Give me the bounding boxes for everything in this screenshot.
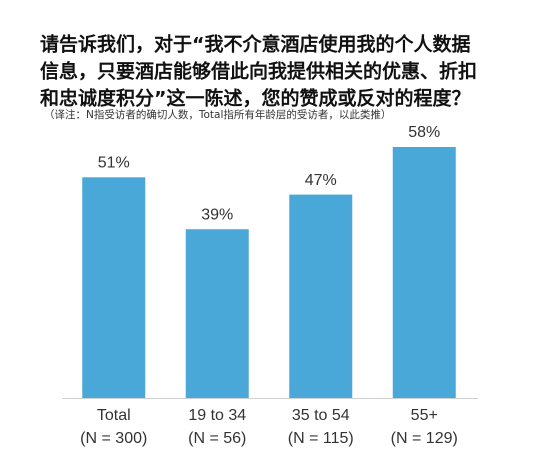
chart-title: 信息，只要酒店能够借此向我提供相关的优惠、折扣	[40, 60, 477, 83]
bar	[392, 147, 456, 398]
x-tick-note: (N = 300)	[80, 430, 147, 447]
x-tick-label: 35 to 54	[292, 407, 350, 424]
bar	[82, 177, 146, 398]
chart-subtitle: （译注：N指受访者的确切人数，Total指所有年龄层的受访者，以此类推）	[44, 108, 391, 121]
x-tick-label: 55+	[411, 407, 438, 424]
value-label: 58%	[408, 124, 440, 141]
chart-title: 和忠诚度积分”这一陈述，您的赞成或反对的程度？	[40, 87, 471, 110]
x-tick-note: (N = 56)	[188, 430, 246, 447]
x-tick-label: 19 to 34	[188, 407, 246, 424]
bar	[289, 194, 353, 398]
value-label: 51%	[98, 155, 130, 172]
value-label: 47%	[305, 172, 337, 189]
chart-title: 请告诉我们，对于“我不介意酒店使用我的个人数据	[40, 33, 471, 56]
x-tick-note: (N = 115)	[288, 430, 354, 447]
x-tick-label: Total	[97, 407, 131, 424]
value-label: 39%	[201, 206, 233, 223]
bar	[185, 229, 249, 398]
x-tick-note: (N = 129)	[391, 430, 458, 447]
